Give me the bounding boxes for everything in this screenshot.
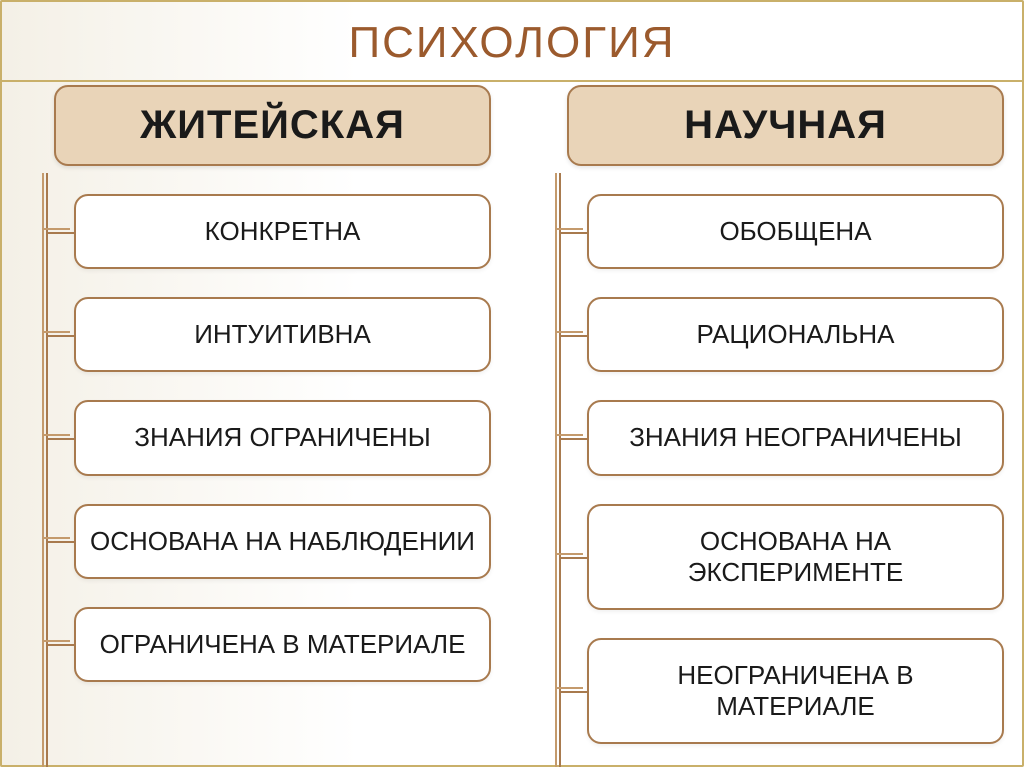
right-item-1: РАЦИОНАЛЬНА — [587, 297, 1004, 372]
left-item-3: ОСНОВАНА НА НАБЛЮДЕНИИ — [74, 504, 491, 579]
title-underline — [0, 80, 1024, 82]
connector-trunk-shadow — [42, 173, 44, 767]
right-item-2: ЗНАНИЯ НЕОГРАНИЧЕНЫ — [587, 400, 1004, 475]
left-item-1: ИНТУИТИВНА — [74, 297, 491, 372]
left-item-0: КОНКРЕТНА — [74, 194, 491, 269]
left-item-4: ОГРАНИЧЕНА В МАТЕРИАЛЕ — [74, 607, 491, 682]
right-item-4: НЕОГРАНИЧЕНА В МАТЕРИАЛЕ — [587, 638, 1004, 744]
diagram: ЖИТЕЙСКАЯ КОНКРЕТНА ИНТУИТИВНА ЗНАНИЯ ОГ… — [18, 85, 1004, 767]
connector-trunk — [46, 173, 48, 767]
connector-trunk — [559, 173, 561, 767]
header-right: НАУЧНАЯ — [567, 85, 1004, 166]
header-left: ЖИТЕЙСКАЯ — [54, 85, 491, 166]
right-item-3: ОСНОВАНА НА ЭКСПЕРИМЕНТЕ — [587, 504, 1004, 610]
page-title: ПСИХОЛОГИЯ — [349, 18, 676, 68]
right-item-0: ОБОБЩЕНА — [587, 194, 1004, 269]
connector-trunk-shadow — [555, 173, 557, 767]
column-left: ЖИТЕЙСКАЯ КОНКРЕТНА ИНТУИТИВНА ЗНАНИЯ ОГ… — [18, 85, 491, 767]
left-item-2: ЗНАНИЯ ОГРАНИЧЕНЫ — [74, 400, 491, 475]
column-right: НАУЧНАЯ ОБОБЩЕНА РАЦИОНАЛЬНА ЗНАНИЯ НЕОГ… — [531, 85, 1004, 767]
columns: ЖИТЕЙСКАЯ КОНКРЕТНА ИНТУИТИВНА ЗНАНИЯ ОГ… — [18, 85, 1004, 767]
